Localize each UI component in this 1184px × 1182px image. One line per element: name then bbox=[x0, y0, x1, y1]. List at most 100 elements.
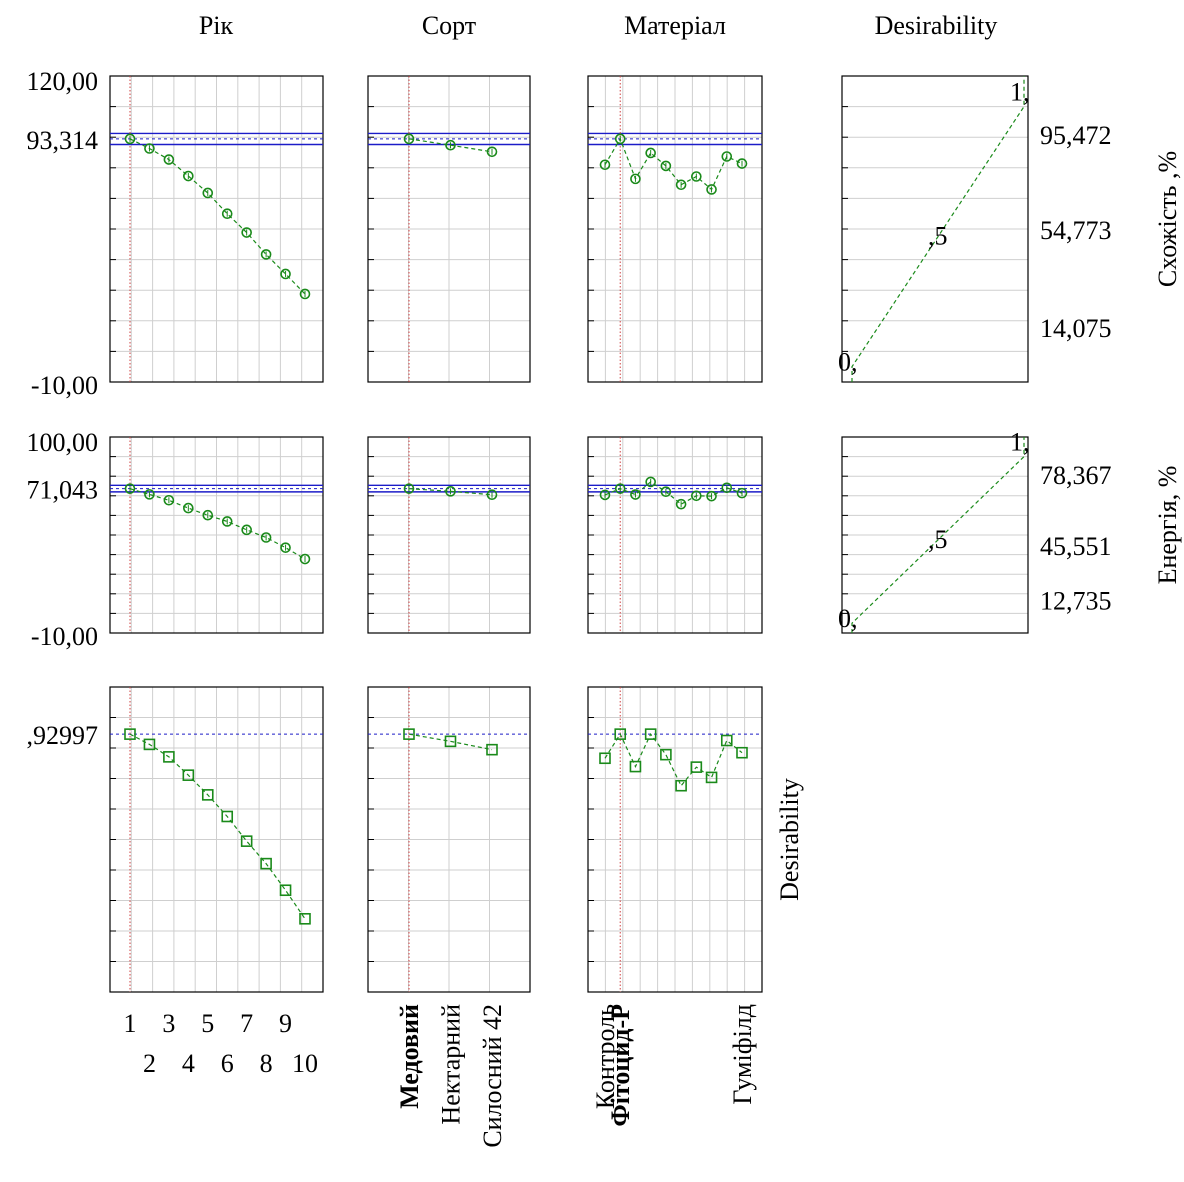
x-tick-label-year: 5 bbox=[201, 1009, 214, 1038]
x-tick-label-year: 7 bbox=[240, 1009, 253, 1038]
desirability-point bbox=[260, 857, 272, 870]
data-point bbox=[675, 498, 687, 510]
data-point bbox=[260, 532, 272, 543]
desirability-point bbox=[614, 728, 627, 740]
desirability-profile-line bbox=[604, 732, 743, 787]
desirability-point bbox=[221, 810, 234, 823]
desirability-point bbox=[299, 912, 311, 925]
desirability-scale-label: 12,735 bbox=[1040, 587, 1112, 616]
desirability-point bbox=[599, 752, 611, 765]
desirability-label-half: ,5 bbox=[928, 222, 948, 251]
desirability-function-panel-2 bbox=[841, 436, 1029, 634]
data-point bbox=[403, 483, 415, 494]
panel-frame bbox=[367, 686, 531, 993]
data-point bbox=[280, 268, 291, 280]
panel-frame bbox=[587, 75, 763, 383]
panel-frame bbox=[109, 436, 324, 634]
profile-line bbox=[129, 138, 306, 295]
desirability-label-half: ,5 bbox=[928, 525, 948, 554]
column-header-desirability: Desirability bbox=[875, 11, 998, 40]
data-point bbox=[706, 490, 717, 502]
profile-panel-r1-c2 bbox=[367, 75, 531, 383]
data-point bbox=[299, 553, 311, 565]
desirability-function-line bbox=[851, 437, 1025, 633]
data-point bbox=[599, 489, 611, 501]
data-point bbox=[241, 227, 252, 238]
x-tick-label-variety: Медовий bbox=[395, 1004, 424, 1109]
panel-frame bbox=[587, 686, 763, 993]
data-point bbox=[144, 489, 155, 500]
data-point bbox=[645, 147, 656, 159]
x-tick-label-year: 9 bbox=[279, 1009, 292, 1038]
desirability-point bbox=[124, 728, 136, 740]
data-point bbox=[445, 486, 456, 497]
panel-frame bbox=[587, 436, 763, 634]
data-point bbox=[124, 133, 136, 145]
data-point bbox=[736, 158, 748, 169]
response-axis-label-2: Енергія, % bbox=[1153, 466, 1182, 585]
desirability-point bbox=[403, 728, 415, 740]
desirability-label-1: 1, bbox=[1010, 78, 1030, 107]
profile-panel-r2-c1 bbox=[109, 436, 324, 634]
desirability-profile-line bbox=[408, 733, 493, 751]
data-point bbox=[691, 171, 702, 182]
data-point bbox=[260, 249, 272, 260]
desirability-point bbox=[660, 748, 672, 761]
desirability-point bbox=[675, 779, 687, 792]
panel-frame bbox=[109, 686, 324, 993]
y-tick-label-top: 120,00 bbox=[27, 67, 99, 96]
data-point bbox=[202, 187, 214, 199]
desirability-label-1: 1, bbox=[1010, 428, 1030, 457]
data-point bbox=[163, 154, 175, 165]
profile-panel-r2-c2 bbox=[367, 436, 531, 634]
data-point bbox=[660, 486, 672, 498]
desirability-axis-label: Desirability bbox=[775, 778, 804, 901]
x-tick-label-year: 4 bbox=[182, 1049, 195, 1078]
desirability-label-0: 0, bbox=[838, 604, 858, 633]
desirability-point bbox=[736, 746, 748, 759]
x-tick-label-variety: Силосний 42 bbox=[478, 1004, 507, 1148]
panel-frame bbox=[367, 75, 531, 383]
x-tick-label-material: Контроль bbox=[591, 1004, 620, 1109]
data-point bbox=[691, 490, 702, 502]
data-point bbox=[299, 288, 311, 300]
panel-frame bbox=[109, 75, 324, 383]
desirability-label-0: 0, bbox=[838, 348, 858, 377]
desirability-point bbox=[444, 735, 457, 748]
desirability-point bbox=[690, 761, 703, 773]
data-point bbox=[721, 151, 733, 162]
x-tick-label-year: 2 bbox=[143, 1049, 156, 1078]
data-point bbox=[241, 524, 252, 536]
desirability-scale-label: 45,551 bbox=[1040, 532, 1112, 561]
data-point bbox=[630, 489, 641, 500]
column-header-2: Сорт bbox=[422, 11, 476, 40]
desirability-function-panel-1 bbox=[841, 75, 1029, 383]
desirability-point bbox=[201, 789, 214, 801]
data-point bbox=[163, 494, 175, 506]
desirability-profile-line bbox=[129, 733, 306, 920]
data-point bbox=[445, 139, 456, 151]
x-tick-label-material: Гуміфілд bbox=[728, 1004, 757, 1105]
data-point bbox=[221, 516, 233, 527]
data-point bbox=[202, 509, 214, 521]
desirability-panel-c1 bbox=[109, 686, 324, 993]
desirability-point bbox=[486, 743, 498, 756]
y-tick-label-top: 100,00 bbox=[27, 428, 99, 457]
desirability-point bbox=[163, 751, 175, 763]
desirability-point bbox=[143, 738, 156, 751]
profile-panel-r2-c3 bbox=[587, 436, 763, 634]
x-tick-label-material: Фітоцид-Р bbox=[606, 1004, 635, 1127]
column-header-3: Матеріал bbox=[624, 11, 726, 40]
desirability-scale-label: 54,773 bbox=[1040, 216, 1112, 245]
y-tick-label-bottom: -10,00 bbox=[31, 622, 98, 651]
profile-panel-r1-c3 bbox=[587, 75, 763, 383]
response-axis-label-1: Схожість ,% bbox=[1153, 151, 1182, 287]
x-tick-label-year: 8 bbox=[260, 1049, 273, 1078]
data-point bbox=[486, 146, 498, 158]
x-tick-label-year: 10 bbox=[292, 1049, 318, 1078]
panel-frame bbox=[367, 436, 531, 634]
panel-frame bbox=[841, 436, 1029, 634]
data-point bbox=[599, 159, 611, 171]
profile-line bbox=[604, 481, 743, 505]
profile-panel-r1-c1 bbox=[109, 75, 324, 383]
